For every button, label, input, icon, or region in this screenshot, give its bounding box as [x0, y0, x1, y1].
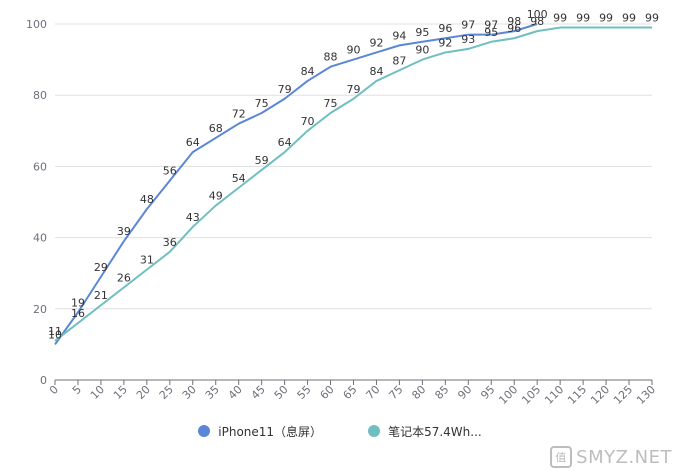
legend-dot-iphone	[198, 425, 211, 437]
data-label: 54	[232, 172, 246, 185]
data-label: 96	[507, 22, 521, 35]
data-label: 95	[415, 26, 429, 39]
x-tick-label: 105	[519, 383, 543, 407]
data-label: 99	[622, 12, 636, 25]
data-label: 75	[324, 97, 338, 110]
data-label: 99	[599, 12, 613, 25]
legend-dot-laptop	[368, 425, 381, 437]
data-label: 94	[392, 29, 406, 42]
y-tick-label: 40	[33, 232, 47, 245]
data-label: 79	[278, 83, 292, 96]
y-tick-label: 20	[33, 303, 47, 316]
x-tick-label: 70	[363, 383, 382, 402]
y-tick-label: 100	[26, 18, 47, 31]
x-tick-label: 75	[386, 383, 405, 402]
data-label: 79	[347, 83, 361, 96]
x-tick-label: 100	[496, 383, 520, 407]
smyz-logo-icon: 值	[550, 446, 573, 468]
data-label: 92	[438, 36, 452, 49]
data-label: 70	[301, 115, 315, 128]
legend-label-iphone: iPhone11（息屏）	[218, 424, 323, 439]
legend: iPhone11（息屏） 笔记本57.4Wh...	[0, 420, 680, 442]
data-label: 97	[484, 19, 498, 32]
y-tick-label: 80	[33, 89, 47, 102]
watermark: 值 SMYZ.NET	[550, 446, 672, 468]
data-label: 100	[527, 8, 548, 21]
data-label: 11	[48, 325, 62, 338]
legend-item-iphone[interactable]: iPhone11（息屏）	[198, 423, 322, 440]
data-label: 75	[255, 97, 269, 110]
x-tick-label: 50	[272, 383, 291, 402]
data-label: 26	[117, 271, 131, 284]
data-label: 99	[576, 12, 590, 25]
data-label: 97	[461, 19, 475, 32]
grid-lines	[55, 23, 652, 310]
x-tick-label: 20	[134, 383, 153, 402]
x-tick-label: 95	[478, 383, 497, 402]
data-label: 21	[94, 289, 108, 302]
x-tick-label: 60	[318, 383, 337, 402]
data-label: 43	[186, 211, 200, 224]
x-tick-label: 120	[588, 383, 612, 407]
series-line-1	[54, 26, 652, 342]
x-tick-label: 15	[111, 383, 130, 402]
data-label: 99	[553, 12, 567, 25]
x-tick-label: 65	[341, 383, 360, 402]
data-label: 87	[392, 54, 406, 67]
data-label: 98	[507, 15, 521, 28]
data-label: 88	[324, 51, 338, 64]
series-line-0	[54, 23, 538, 345]
data-label: 10	[48, 328, 62, 341]
x-tick-label: 35	[203, 383, 222, 402]
data-label: 84	[301, 65, 315, 78]
data-label: 48	[140, 193, 154, 206]
x-tick-label: 55	[295, 383, 314, 402]
x-tick-label: 30	[180, 383, 199, 402]
data-label: 84	[369, 65, 383, 78]
data-label: 29	[94, 261, 108, 274]
data-label: 19	[71, 296, 85, 309]
x-tick-label: 110	[542, 383, 566, 407]
data-label: 39	[117, 225, 131, 238]
data-label: 49	[209, 190, 223, 203]
data-label: 64	[186, 136, 200, 149]
x-tick-label: 45	[249, 383, 268, 402]
data-label: 90	[415, 44, 429, 57]
data-label: 68	[209, 122, 223, 135]
x-tick-label: 115	[565, 383, 589, 407]
watermark-text: SMYZ.NET	[576, 446, 672, 468]
series-lines	[54, 23, 652, 345]
data-label: 16	[71, 307, 85, 320]
x-tick-label: 40	[226, 383, 245, 402]
data-label: 64	[278, 136, 292, 149]
data-labels: 10 19 29 39 48 56 64 68 72 75 79 84 88 90 92 94 95 96 97 97…	[48, 8, 659, 341]
data-label: 31	[140, 254, 154, 267]
y-tick-label: 60	[33, 160, 47, 173]
y-tick-label: 0	[40, 374, 47, 387]
data-label: 99	[645, 12, 659, 25]
legend-label-laptop: 笔记本57.4Wh...	[388, 424, 482, 439]
x-tick-label: 5	[70, 383, 84, 397]
data-label: 56	[163, 165, 177, 178]
data-label: 98	[530, 15, 544, 28]
x-tick-label: 25	[157, 383, 176, 402]
x-tick-label: 85	[432, 383, 451, 402]
x-tick-label: 10	[88, 383, 107, 402]
legend-item-laptop[interactable]: 笔记本57.4Wh...	[368, 423, 482, 440]
x-tick-label: 90	[455, 383, 474, 402]
data-label: 90	[347, 44, 361, 57]
data-label: 95	[484, 26, 498, 39]
data-label: 96	[438, 22, 452, 35]
x-tick-label: 125	[611, 383, 635, 407]
data-label: 72	[232, 108, 246, 121]
data-label: 36	[163, 236, 177, 249]
data-label: 92	[369, 36, 383, 49]
data-label: 59	[255, 154, 269, 167]
x-tick-label: 130	[634, 383, 658, 407]
x-tick-label: 80	[409, 383, 428, 402]
x-tick-label: 0	[47, 383, 61, 397]
data-label: 93	[461, 33, 475, 46]
